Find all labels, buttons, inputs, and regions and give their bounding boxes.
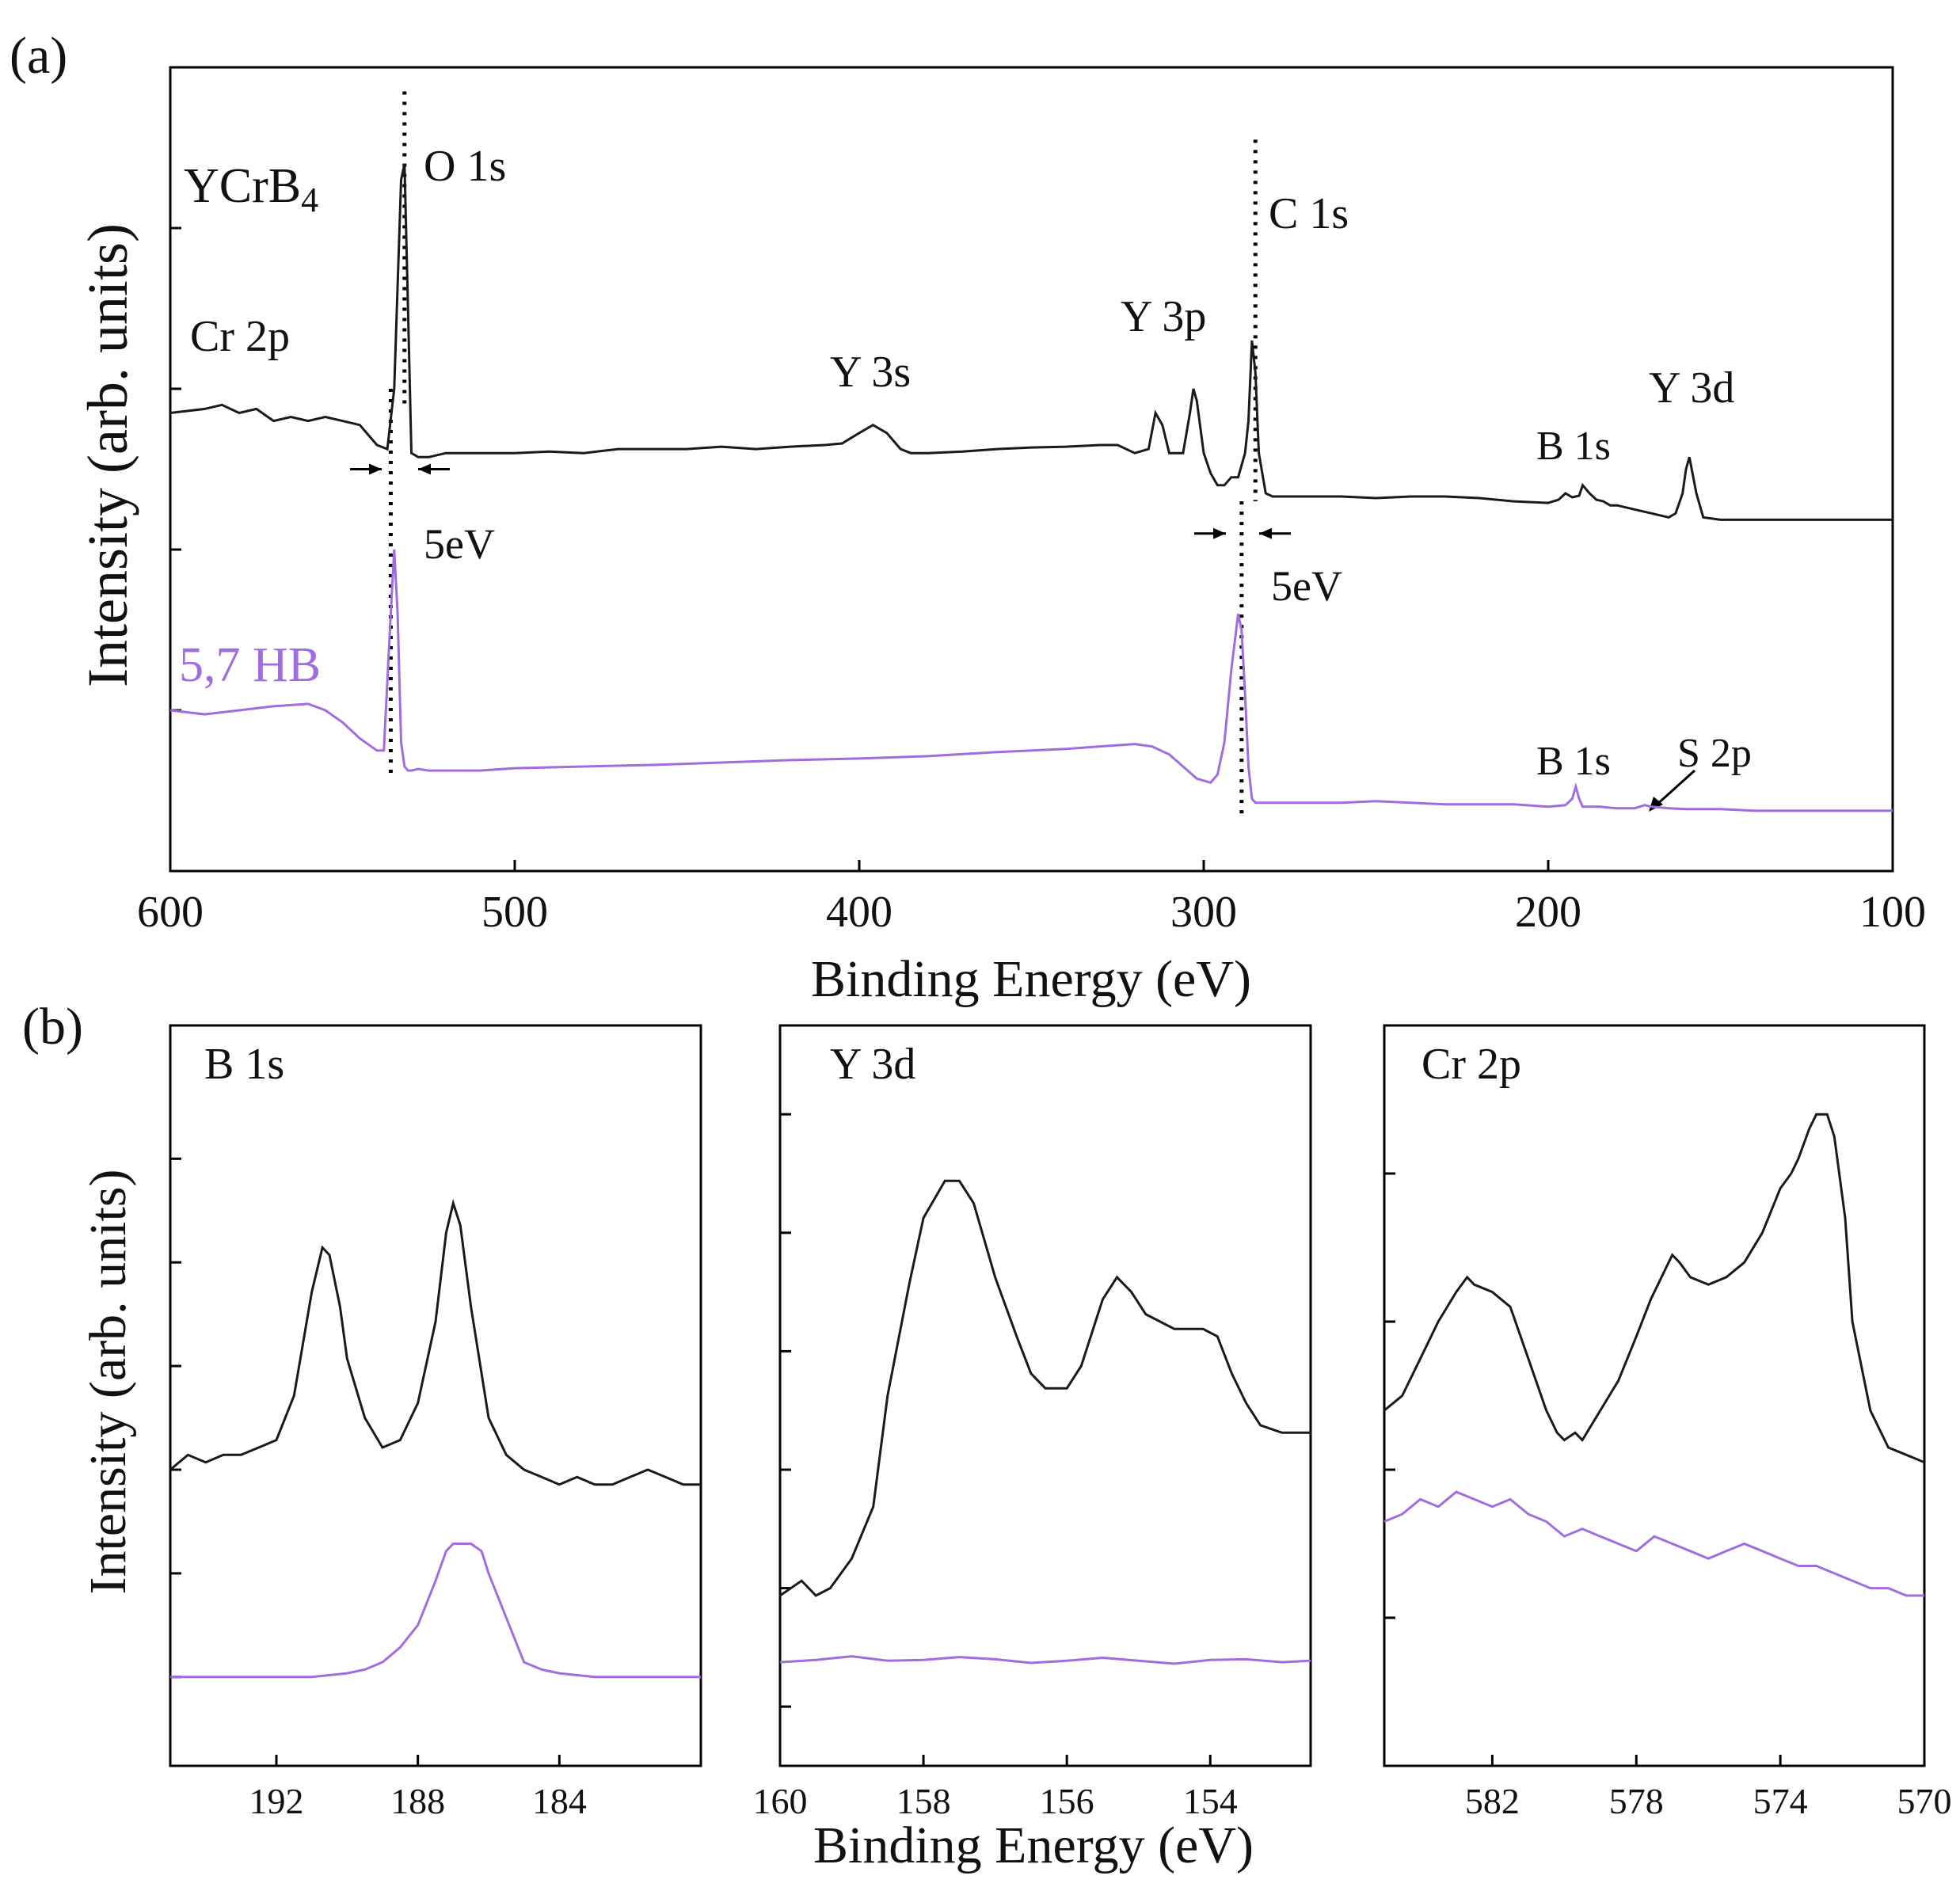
annotation-b1s-lower: B 1s [1536,739,1611,784]
cr2p-x-tick-label: 578 [1609,1781,1664,1821]
annotation-o1s: O 1s [424,142,506,191]
survey-x-tick-label: 200 [1515,888,1581,937]
survey-ycrb4-line [169,163,1893,521]
cr2p-x-tick-label: 574 [1753,1781,1808,1821]
survey-x-tick-label: 600 [137,888,204,937]
cr2p-y-ticks [1384,1024,1395,1619]
survey-panel: 600 500 400 300 200 100 YCrB4 5,7 HB O 1s C 1… [76,66,1926,1008]
b1s-x-ticks: 192 188 184 [249,1755,587,1821]
cr2p-x-tick-label: 570 [1897,1781,1952,1821]
b1s-hb-line [170,1543,701,1679]
cr2p-x-ticks: 582 578 574 570 [1465,1755,1952,1821]
ycrb4-label-subscript: 4 [301,181,318,219]
cr2p-x-tick-label: 582 [1465,1781,1520,1821]
b1s-x-tick-label: 188 [390,1781,445,1821]
panel-b-label: (b) [22,998,83,1056]
annotation-y3s: Y 3s [830,348,911,397]
annotation-shift-c: 5eV [1271,562,1342,610]
annotation-shift-o: 5eV [424,520,495,568]
panel-a-label: (a) [10,27,67,85]
hb-label: 5,7 HB [179,638,321,692]
b1s-title: B 1s [204,1040,284,1089]
y3d-ycrb4-line [779,1179,1311,1597]
cr2p-panel: 582 578 574 570 Cr 2p [1383,1024,1952,1821]
b1s-y-ticks [170,1157,181,1679]
y3d-panel: 160 158 156 154 Y 3d [753,1024,1312,1821]
cr2p-title: Cr 2p [1421,1040,1521,1089]
y3d-title: Y 3d [830,1040,915,1089]
annotation-y3d: Y 3d [1649,363,1734,413]
panel-b-y-axis-title: Intensity (arb. units) [79,1169,137,1594]
survey-y-ticks [170,66,181,712]
annotation-s2p: S 2p [1677,731,1752,776]
survey-hb-line [169,549,1893,812]
y3d-y-ticks [780,1113,791,1708]
b1s-plot-frame [169,1024,702,1767]
b1s-panel: 192 188 184 B 1s [169,1024,702,1821]
y3d-x-tick-label: 154 [1183,1781,1238,1821]
y3d-plot-frame [778,1024,1312,1767]
annotation-cr2p: Cr 2p [190,312,290,361]
annotation-y3p: Y 3p [1121,292,1206,341]
o1s-shift-arrow-left-head [369,463,382,475]
survey-x-ticks: 600 500 400 300 200 100 [137,860,1926,937]
s2p-pointer-head [1649,797,1663,812]
cr2p-hb-line [1383,1490,1924,1597]
b1s-x-tick-label: 184 [532,1781,587,1821]
s2p-pointer [1654,769,1696,808]
c1s-shift-arrow-left-head [1213,527,1226,539]
y3d-hb-line [779,1655,1311,1665]
y3d-x-ticks: 160 158 156 154 [753,1755,1238,1821]
survey-x-axis-title: Binding Energy (eV) [811,950,1251,1008]
annotation-c1s: C 1s [1269,189,1349,238]
survey-x-tick-label: 300 [1170,888,1237,937]
survey-guides [350,91,1696,815]
panel-b-x-axis-title: Binding Energy (eV) [813,1817,1254,1874]
o1s-shift-arrow-right-head [418,463,431,475]
survey-plot-frame [169,66,1894,873]
y3d-x-tick-label: 156 [1040,1781,1094,1821]
cr2p-ycrb4-line [1383,1113,1925,1464]
b1s-ycrb4-line [169,1198,701,1486]
survey-x-tick-label: 400 [826,888,892,937]
y3d-x-tick-label: 160 [753,1781,808,1821]
ycrb4-label-main: YCrB [184,159,301,213]
b1s-x-tick-label: 192 [249,1781,304,1821]
ycrb4-label: YCrB4 [184,159,318,219]
y3d-x-tick-label: 158 [896,1781,951,1821]
survey-x-tick-label: 100 [1859,888,1926,937]
annotation-b1s-upper: B 1s [1536,424,1611,469]
survey-x-tick-label: 500 [481,888,548,937]
survey-y-axis-title: Intensity (arb. units) [76,223,139,687]
c1s-shift-arrow-right-head [1259,527,1272,539]
cr2p-plot-frame [1383,1024,1926,1767]
